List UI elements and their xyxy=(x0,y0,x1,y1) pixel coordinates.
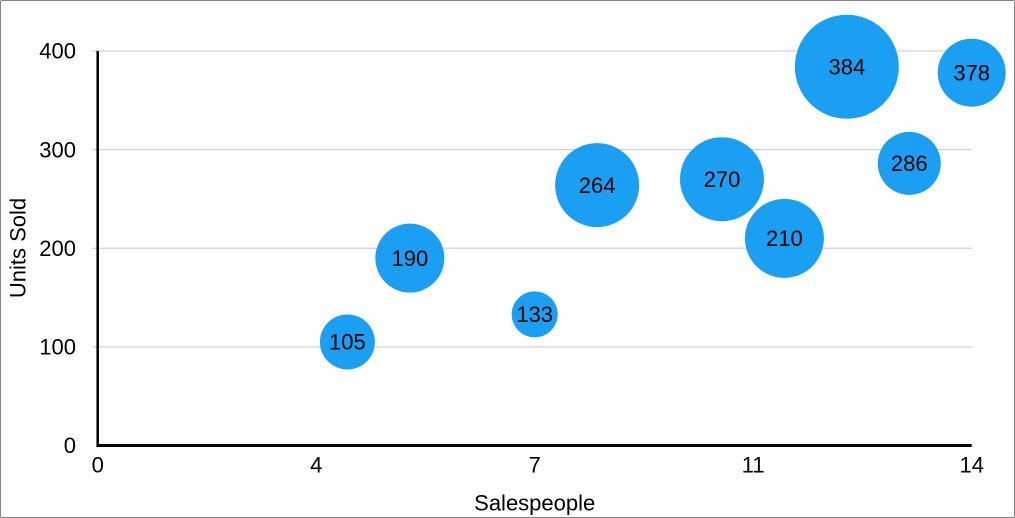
bubble-190[interactable] xyxy=(375,223,445,293)
y-axis-tick-labels: 0 100 200 300 400 xyxy=(39,39,76,459)
y-tick-label-0: 0 xyxy=(64,433,76,458)
x-tick-label-7: 7 xyxy=(529,453,541,478)
bubble-label-286: 286 xyxy=(891,151,928,176)
y-tick-label-100: 100 xyxy=(39,335,76,360)
bubble-378[interactable] xyxy=(937,38,1006,107)
bubble-label-270: 270 xyxy=(704,167,741,192)
bubble-133[interactable] xyxy=(511,291,558,338)
x-tick-label-4: 4 xyxy=(310,453,322,478)
x-tick-label-0: 0 xyxy=(92,453,104,478)
y-axis-title: Units Sold xyxy=(6,198,31,298)
y-tick-label-200: 200 xyxy=(39,236,76,261)
x-axis-tick-labels: 0 4 7 11 14 xyxy=(92,453,984,478)
bubble-label-133: 133 xyxy=(516,302,553,327)
axes xyxy=(96,51,972,447)
bubble-label-105: 105 xyxy=(329,330,366,355)
x-tick-label-11: 11 xyxy=(742,453,765,478)
bubble-label-210: 210 xyxy=(766,226,803,251)
x-tick-label-14: 14 xyxy=(959,453,983,478)
bubble-label-190: 190 xyxy=(391,246,428,271)
bubble-label-264: 264 xyxy=(579,173,616,198)
y-tick-label-400: 400 xyxy=(39,39,76,64)
bubble-384[interactable] xyxy=(794,14,899,119)
bubble-label-384: 384 xyxy=(828,54,865,79)
bubble-270[interactable] xyxy=(679,137,764,222)
bubble-210[interactable] xyxy=(744,198,824,278)
bubble-label-378: 378 xyxy=(953,60,990,85)
bubble-286[interactable] xyxy=(877,131,941,195)
y-tick-label-300: 300 xyxy=(39,137,76,162)
bubble-series: 105 190 133 264 270 210 384 286 378 xyxy=(319,14,1006,370)
bubble-105[interactable] xyxy=(319,314,375,370)
bubble-264[interactable] xyxy=(555,143,640,228)
x-axis-title: Salespeople xyxy=(474,491,595,516)
